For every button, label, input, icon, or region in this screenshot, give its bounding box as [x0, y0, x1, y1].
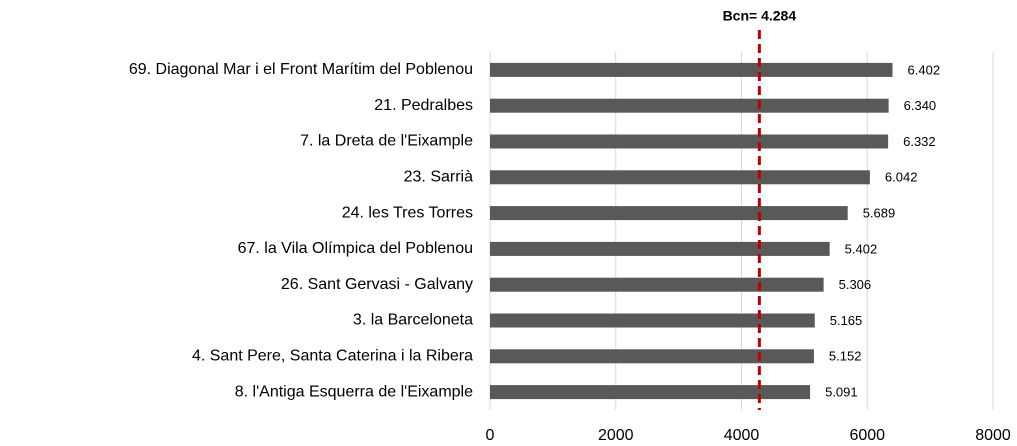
bar [490, 98, 889, 113]
value-label: 5.165 [830, 313, 863, 328]
category-label: 8. l'Antiga Esquerra de l'Eixample [235, 383, 473, 400]
bar [490, 349, 814, 364]
category-label: 3. la Barceloneta [353, 312, 473, 329]
value-label: 5.306 [839, 277, 872, 292]
x-tick-label: 0 [486, 427, 495, 444]
category-label: 24. les Tres Torres [342, 204, 473, 221]
value-label: 6.402 [908, 62, 941, 77]
category-label: 69. Diagonal Mar i el Front Marítim del … [129, 61, 473, 78]
category-label: 67. la Vila Olímpica del Poblenou [238, 240, 473, 257]
value-label: 6.332 [903, 134, 936, 149]
value-label: 5.402 [845, 241, 878, 256]
value-label: 6.340 [904, 98, 937, 113]
category-label: 7. la Dreta de l'Eixample [300, 133, 473, 150]
category-label: 21. Pedralbes [374, 97, 473, 114]
bar [490, 385, 811, 400]
bar [490, 277, 824, 292]
category-label: 4. Sant Pere, Santa Caterina i la Ribera [192, 348, 473, 365]
value-label: 5.152 [829, 349, 862, 364]
bar [490, 134, 889, 149]
category-label: 26. Sant Gervasi - Galvany [281, 276, 473, 293]
value-label: 5.091 [825, 385, 858, 400]
value-label: 5.689 [863, 206, 896, 221]
bar [490, 241, 830, 256]
value-label: 6.042 [885, 170, 918, 185]
category-label: 23. Sarrià [404, 169, 473, 186]
bar [490, 313, 815, 328]
x-tick-label: 8000 [975, 427, 1011, 444]
bar [490, 206, 848, 221]
x-tick-label: 4000 [724, 427, 760, 444]
x-tick-label: 6000 [849, 427, 885, 444]
bar [490, 170, 870, 185]
x-tick-label: 2000 [598, 427, 634, 444]
reference-label: Bcn= 4.284 [723, 8, 797, 24]
bar [490, 62, 893, 77]
